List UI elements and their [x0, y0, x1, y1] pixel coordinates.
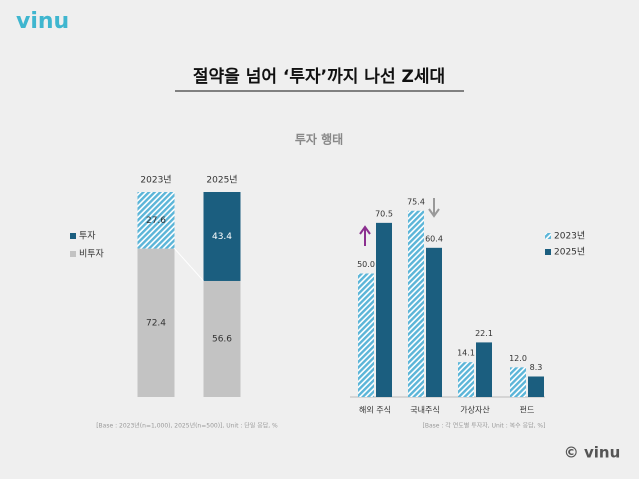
footer-logo: © vinu: [564, 444, 621, 462]
bar: [358, 273, 374, 397]
legend-swatch: [70, 251, 76, 257]
bar: [376, 222, 392, 397]
value-label: 75.4: [407, 197, 425, 206]
bar-segment: [203, 280, 241, 397]
value-label: 27.6: [146, 216, 166, 226]
x-tick-label: 펀드: [520, 406, 535, 415]
value-label: 72.4: [146, 318, 166, 328]
value-label: 60.4: [425, 234, 443, 243]
logo: vinu: [16, 9, 69, 34]
legend-swatch: [545, 249, 551, 255]
value-label: 14.1: [457, 349, 475, 358]
value-label: 8.3: [530, 363, 543, 372]
up-arrow: [359, 225, 371, 246]
title: 절약을 넘어 ‘투자’까지 나선 Z세대: [193, 66, 445, 87]
bar: [510, 367, 526, 397]
bar-segment: [137, 192, 175, 249]
bar-segment: [203, 192, 241, 281]
x-tick-label: 2023년: [140, 175, 171, 186]
bar-segment: [137, 248, 175, 397]
bar: [408, 210, 424, 397]
legend-label: 2023년: [554, 231, 585, 242]
bar: [458, 362, 474, 397]
subtitle: 투자 행태: [295, 132, 343, 147]
value-label: 56.6: [212, 334, 232, 344]
legend-label: 비투자: [79, 249, 105, 260]
value-label: 12.0: [509, 354, 527, 363]
down-arrow: [428, 198, 440, 218]
value-label: 43.4: [212, 232, 232, 242]
bar: [528, 376, 544, 397]
x-tick-label: 가상자산: [460, 405, 490, 415]
value-label: 70.5: [375, 209, 393, 218]
bar: [476, 342, 492, 397]
bar: [426, 247, 442, 397]
legend-swatch: [545, 233, 551, 239]
legend-label: 투자: [79, 231, 96, 242]
value-label: 22.1: [475, 329, 493, 338]
value-label: 50.0: [357, 260, 375, 269]
note: [Base : 2023년(n=1,000), 2025년(n=500)], U…: [96, 422, 278, 430]
x-tick-label: 해외 주식: [359, 405, 391, 415]
note: [Base : 각 연도별 투자자, Unit : 복수 응답, %]: [423, 422, 546, 430]
legend-label: 2025년: [554, 247, 585, 258]
x-tick-label: 2025년: [206, 175, 237, 186]
connector: [174, 248, 204, 282]
x-tick-label: 국내주식: [410, 406, 439, 415]
legend-swatch: [70, 233, 76, 239]
